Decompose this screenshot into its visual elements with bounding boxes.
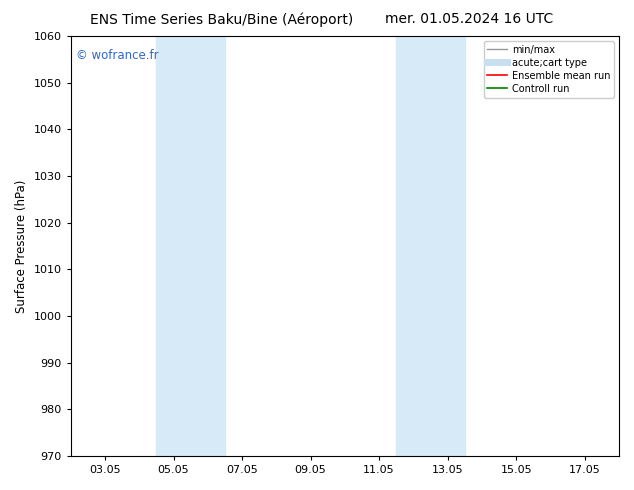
Bar <box>396 36 465 456</box>
Bar <box>157 36 225 456</box>
Legend: min/max, acute;cart type, Ensemble mean run, Controll run: min/max, acute;cart type, Ensemble mean … <box>484 41 614 98</box>
Text: ENS Time Series Baku/Bine (Aéroport): ENS Time Series Baku/Bine (Aéroport) <box>90 12 354 27</box>
Text: © wofrance.fr: © wofrance.fr <box>76 49 158 62</box>
Text: mer. 01.05.2024 16 UTC: mer. 01.05.2024 16 UTC <box>385 12 553 26</box>
Y-axis label: Surface Pressure (hPa): Surface Pressure (hPa) <box>15 179 28 313</box>
